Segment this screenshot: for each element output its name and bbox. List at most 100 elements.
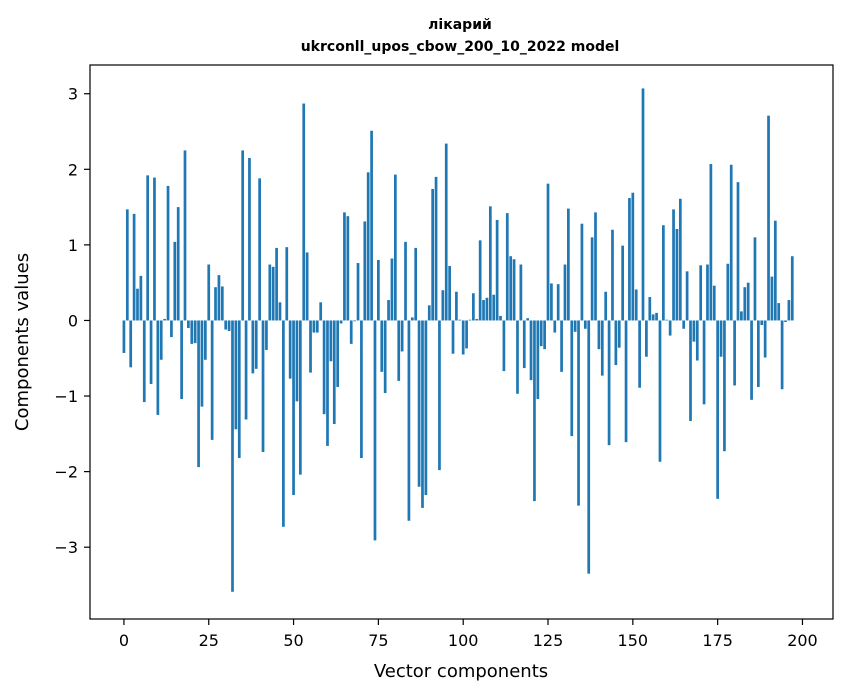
bar-123 <box>539 320 543 347</box>
x-tick-label: 200 <box>787 631 818 650</box>
bar-128 <box>556 284 560 321</box>
bar-179 <box>729 164 733 321</box>
bar-86 <box>414 247 418 321</box>
bar-43 <box>268 264 272 321</box>
bar-135 <box>580 223 584 321</box>
bar-125 <box>546 183 550 321</box>
bar-184 <box>746 282 750 321</box>
bar-6 <box>142 320 146 403</box>
bar-99 <box>458 319 462 321</box>
bar-25 <box>207 264 211 321</box>
bar-7 <box>146 175 150 321</box>
bar-62 <box>332 320 336 424</box>
bar-57 <box>315 320 319 333</box>
bar-143 <box>607 320 611 446</box>
bar-11 <box>159 320 163 360</box>
bar-69 <box>356 263 360 321</box>
bar-60 <box>326 320 329 446</box>
bar-59 <box>322 320 326 415</box>
bar-144 <box>611 229 614 321</box>
bar-149 <box>628 198 631 321</box>
bar-110 <box>495 219 499 321</box>
bar-89 <box>424 320 428 496</box>
bar-182 <box>740 311 743 321</box>
bar-44 <box>271 266 275 321</box>
bar-127 <box>553 320 557 333</box>
bar-66 <box>346 216 350 321</box>
bar-79 <box>390 258 394 321</box>
bar-185 <box>750 320 753 400</box>
bar-133 <box>573 320 577 332</box>
bar-84 <box>407 320 411 521</box>
bar-171 <box>702 320 706 405</box>
bar-104 <box>475 318 479 321</box>
bar-109 <box>492 294 496 321</box>
bar-52 <box>298 320 302 475</box>
bar-121 <box>533 320 536 502</box>
bar-93 <box>438 320 441 471</box>
bar-115 <box>512 259 516 321</box>
bar-167 <box>689 320 692 421</box>
x-axis-label: Vector components <box>374 661 548 682</box>
bar-35 <box>241 150 245 321</box>
bar-140 <box>597 320 601 350</box>
bar-122 <box>536 320 540 400</box>
bar-75 <box>377 260 380 321</box>
bar-124 <box>543 320 546 350</box>
plot-area-frame <box>89 64 834 620</box>
bar-54 <box>305 252 309 321</box>
bar-113 <box>505 213 509 321</box>
bar-90 <box>427 305 431 321</box>
bar-5 <box>139 275 143 321</box>
bar-21 <box>193 320 197 344</box>
bar-100 <box>461 320 465 355</box>
bar-87 <box>417 320 421 487</box>
bar-114 <box>509 256 513 321</box>
bar-102 <box>468 319 472 321</box>
bar-136 <box>583 320 587 329</box>
bar-126 <box>550 283 553 321</box>
bars-group <box>122 88 794 592</box>
bar-19 <box>187 320 190 329</box>
bar-88 <box>421 320 424 508</box>
bar-94 <box>441 290 445 321</box>
bar-178 <box>726 263 730 321</box>
bar-103 <box>472 293 475 321</box>
bar-27 <box>214 287 217 321</box>
bar-148 <box>624 320 628 443</box>
bar-163 <box>675 229 679 321</box>
bar-85 <box>410 317 414 321</box>
ticks-group: 0 25 50 75 100 125 150 175 200 −3 −2 −1 0 1 2 3 <box>54 85 817 650</box>
bar-153 <box>641 88 645 321</box>
bar-106 <box>482 300 485 321</box>
bar-196 <box>787 300 791 321</box>
bar-137 <box>587 320 591 574</box>
bar-189 <box>763 320 767 358</box>
bar-187 <box>757 320 760 387</box>
bar-142 <box>604 291 608 321</box>
bar-64 <box>339 320 343 324</box>
bar-130 <box>563 264 567 321</box>
bar-101 <box>465 320 468 349</box>
bar-49 <box>288 320 292 379</box>
bar-22 <box>197 320 200 468</box>
y-axis-label: Components values <box>12 253 33 431</box>
bar-17 <box>180 320 183 400</box>
bar-117 <box>519 264 523 321</box>
bar-145 <box>614 320 618 366</box>
bar-20 <box>190 320 194 344</box>
bar-28 <box>217 275 221 321</box>
bar-111 <box>499 315 502 321</box>
bar-141 <box>600 320 604 376</box>
bar-170 <box>699 265 703 321</box>
bar-46 <box>278 302 282 321</box>
bar-74 <box>373 320 377 541</box>
x-tick-label: 0 <box>119 631 129 650</box>
bar-12 <box>163 318 166 321</box>
x-tick-label: 125 <box>533 631 564 650</box>
bar-36 <box>244 320 248 420</box>
bar-112 <box>502 320 506 372</box>
bar-34 <box>237 320 241 459</box>
bar-13 <box>166 185 170 321</box>
bar-139 <box>594 212 597 321</box>
